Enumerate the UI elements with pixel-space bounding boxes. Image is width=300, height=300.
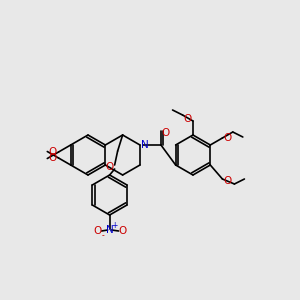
Text: O: O xyxy=(223,176,232,186)
Text: N: N xyxy=(106,225,113,235)
Text: O: O xyxy=(106,162,114,172)
Text: -: - xyxy=(101,232,104,241)
Text: N: N xyxy=(141,140,149,150)
Text: +: + xyxy=(112,221,118,230)
Text: O: O xyxy=(162,128,170,138)
Text: O: O xyxy=(118,226,127,236)
Text: O: O xyxy=(48,147,57,157)
Text: O: O xyxy=(223,133,232,143)
Text: O: O xyxy=(94,226,102,236)
Text: O: O xyxy=(48,153,57,163)
Text: O: O xyxy=(184,114,192,124)
